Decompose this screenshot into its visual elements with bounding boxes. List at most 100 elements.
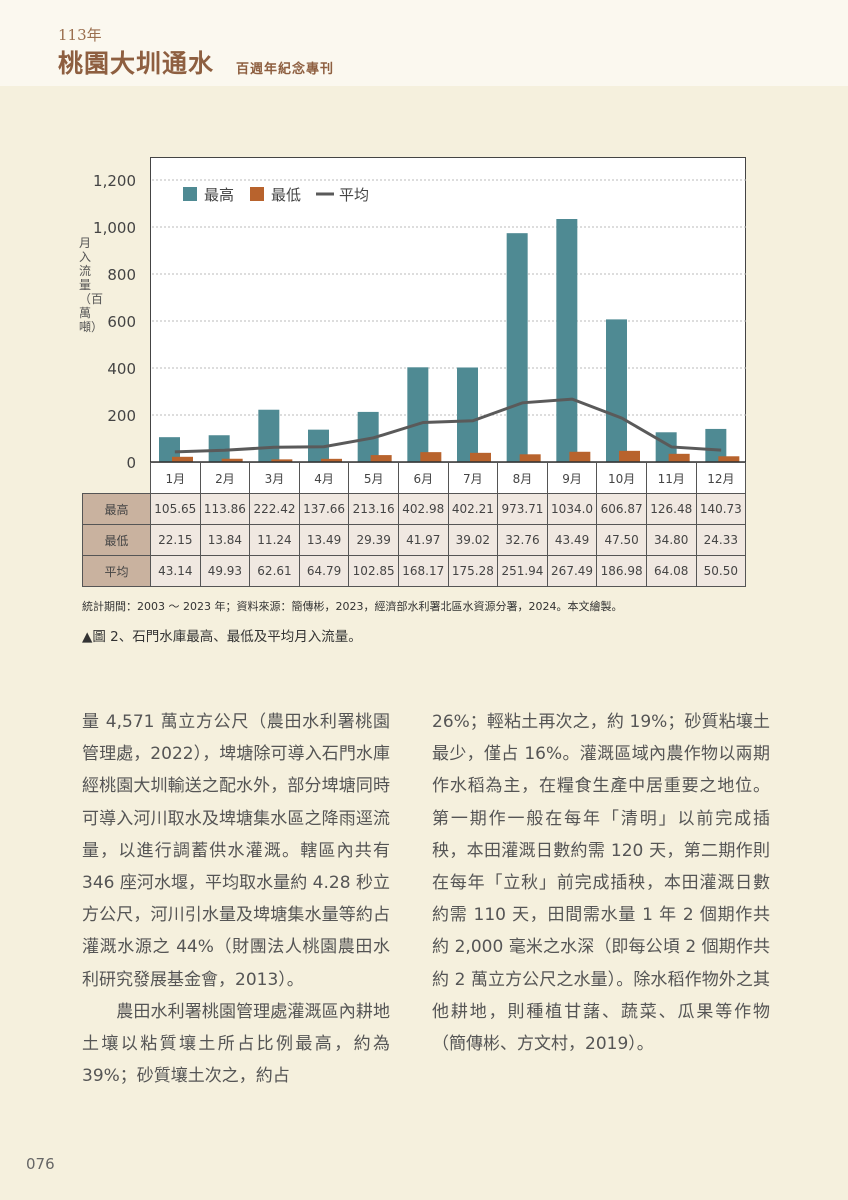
- table-cell: 973.71: [497, 493, 548, 525]
- table-cell: 1034.0: [546, 493, 598, 525]
- month-label: 4月: [298, 462, 350, 494]
- legend-label: 最低: [271, 186, 301, 204]
- table-row-avg: 平均 43.14 49.93 62.61 64.79 102.85 168.17 175.28…: [82, 555, 747, 587]
- table-cell: 175.28: [447, 555, 499, 587]
- table-cell: 47.50: [596, 524, 647, 556]
- table-cell: 64.79: [298, 555, 350, 587]
- bar-max: [357, 411, 379, 462]
- paragraph: 農田水利署桃園管理處灌溉區內耕地土壤以粘質壤土所占比例最高，約為 39%；砂質壤…: [82, 1001, 390, 1087]
- bar-max: [159, 437, 180, 462]
- month-label: 5月: [348, 462, 399, 494]
- table-cell: 267.49: [546, 555, 598, 587]
- y-tick-label: 600: [107, 313, 136, 331]
- bar-min: [619, 450, 640, 462]
- table-row-max: 最高 105.65 113.86 222.42 137.66 213.16 402.98 40…: [82, 493, 747, 525]
- body-column-left: 量 4,571 萬立方公尺（農田水利署桃園管理處，2022），埤塘除可導入石門水…: [82, 706, 390, 1092]
- bar-max: [606, 319, 627, 462]
- bar-min: [172, 456, 193, 462]
- header-year: 113年: [58, 26, 102, 44]
- legend-swatch: [250, 187, 264, 201]
- chart-area: [150, 157, 746, 463]
- month-label: 3月: [249, 462, 300, 494]
- bar-max: [407, 367, 429, 462]
- inflow-chart: 0 200 400 600 800 1,000 1,200 最高 最低 平均: [93, 172, 746, 470]
- table-cell: 213.16: [348, 493, 399, 525]
- bar-min: [668, 453, 690, 462]
- paragraph: 26%；輕粘土再次之，約 19%；砂質粘壤土最少，僅占 16%。灌溉區域內農作物…: [432, 712, 770, 1055]
- table-cell: 137.66: [298, 493, 350, 525]
- row-label: 平均: [82, 555, 151, 587]
- bar-min: [420, 452, 442, 462]
- table-cell: 402.21: [447, 493, 499, 525]
- figure-caption: ▲圖 2、石門水庫最高、最低及平均月入流量。: [82, 629, 362, 645]
- table-cell: 24.33: [695, 524, 747, 556]
- table-cell: 41.97: [397, 524, 449, 556]
- table-cell: 113.86: [199, 493, 251, 525]
- month-label: 7月: [447, 462, 499, 494]
- month-label: 1月: [150, 462, 201, 494]
- bar-min: [718, 456, 740, 462]
- bar-max: [457, 367, 478, 462]
- source-note: 統計期間：2003 ～ 2023 年；資料來源：簡傳彬，2023，經濟部水利署北…: [82, 600, 623, 613]
- table-cell: 168.17: [397, 555, 449, 587]
- header-subtitle: 百週年紀念專刊: [236, 62, 335, 77]
- table-cell: 29.39: [348, 524, 399, 556]
- bar-max: [705, 428, 727, 462]
- bar-min: [221, 458, 243, 462]
- table-cell: 13.49: [298, 524, 350, 556]
- table-cell: 606.87: [596, 493, 647, 525]
- table-cell: 62.61: [249, 555, 300, 587]
- bar-min: [519, 454, 541, 462]
- bar-min: [470, 452, 491, 462]
- data-table: 1月 2月 3月 4月 5月 6月 7月 8月 9月 10月 11月 12月 最高 105.65 113.…: [82, 462, 747, 587]
- body-column-right: 26%；輕粘土再次之，約 19%；砂質粘壤土最少，僅占 16%。灌溉區域內農作物…: [432, 706, 770, 1060]
- table-cell: 22.15: [150, 524, 201, 556]
- table-cell: 13.84: [199, 524, 251, 556]
- bar-min: [370, 455, 392, 462]
- bar-max: [258, 409, 280, 462]
- table-cell: 50.50: [695, 555, 747, 587]
- table-cell: 49.93: [199, 555, 251, 587]
- bar-max: [506, 233, 528, 462]
- legend-label: 平均: [339, 186, 369, 204]
- table-cell: 251.94: [497, 555, 548, 587]
- bar-min: [321, 458, 342, 462]
- y-tick-label: 800: [107, 266, 136, 284]
- table-cell: 43.49: [546, 524, 598, 556]
- table-cell: 64.08: [645, 555, 697, 587]
- month-row: 1月 2月 3月 4月 5月 6月 7月 8月 9月 10月 11月 12月: [82, 462, 747, 494]
- y-tick-label: 200: [107, 407, 136, 425]
- paragraph: 量 4,571 萬立方公尺（農田水利署桃園管理處，2022），埤塘除可導入石門水…: [82, 712, 390, 990]
- table-cell: 126.48: [645, 493, 697, 525]
- y-tick-label: 0: [126, 454, 136, 470]
- legend-swatch: [183, 187, 197, 201]
- row-label: 最高: [82, 493, 151, 525]
- table-cell: 105.65: [150, 493, 201, 525]
- page-header: 113年 桃園大圳通水 百週年紀念專刊: [0, 0, 848, 86]
- month-label: 2月: [199, 462, 251, 494]
- bar-min: [271, 459, 293, 462]
- table-cell: 43.14: [150, 555, 201, 587]
- table-cell: 222.42: [249, 493, 300, 525]
- bar-max: [556, 219, 578, 462]
- header-title: 桃園大圳通水: [58, 49, 215, 78]
- row-label: 最低: [82, 524, 151, 556]
- legend-label: 最高: [204, 186, 234, 204]
- table-cell: 102.85: [348, 555, 399, 587]
- table-cell: 32.76: [497, 524, 548, 556]
- month-label: 9月: [546, 462, 598, 494]
- month-label: 6月: [397, 462, 449, 494]
- bar-min: [569, 451, 591, 462]
- table-cell: 402.98: [397, 493, 449, 525]
- average-line: [174, 397, 722, 454]
- month-label: 10月: [596, 462, 647, 494]
- month-label: 12月: [695, 462, 747, 494]
- y-tick-label: 1,000: [93, 219, 136, 237]
- table-cell: 140.73: [695, 493, 747, 525]
- table-cell: 11.24: [249, 524, 300, 556]
- table-row-min: 最低 22.15 13.84 11.24 13.49 29.39 41.97 39.02 32.…: [82, 524, 747, 556]
- table-cell: 186.98: [596, 555, 647, 587]
- page-number: 076: [26, 1155, 55, 1173]
- table-cell: 39.02: [447, 524, 499, 556]
- bar-max: [208, 435, 230, 462]
